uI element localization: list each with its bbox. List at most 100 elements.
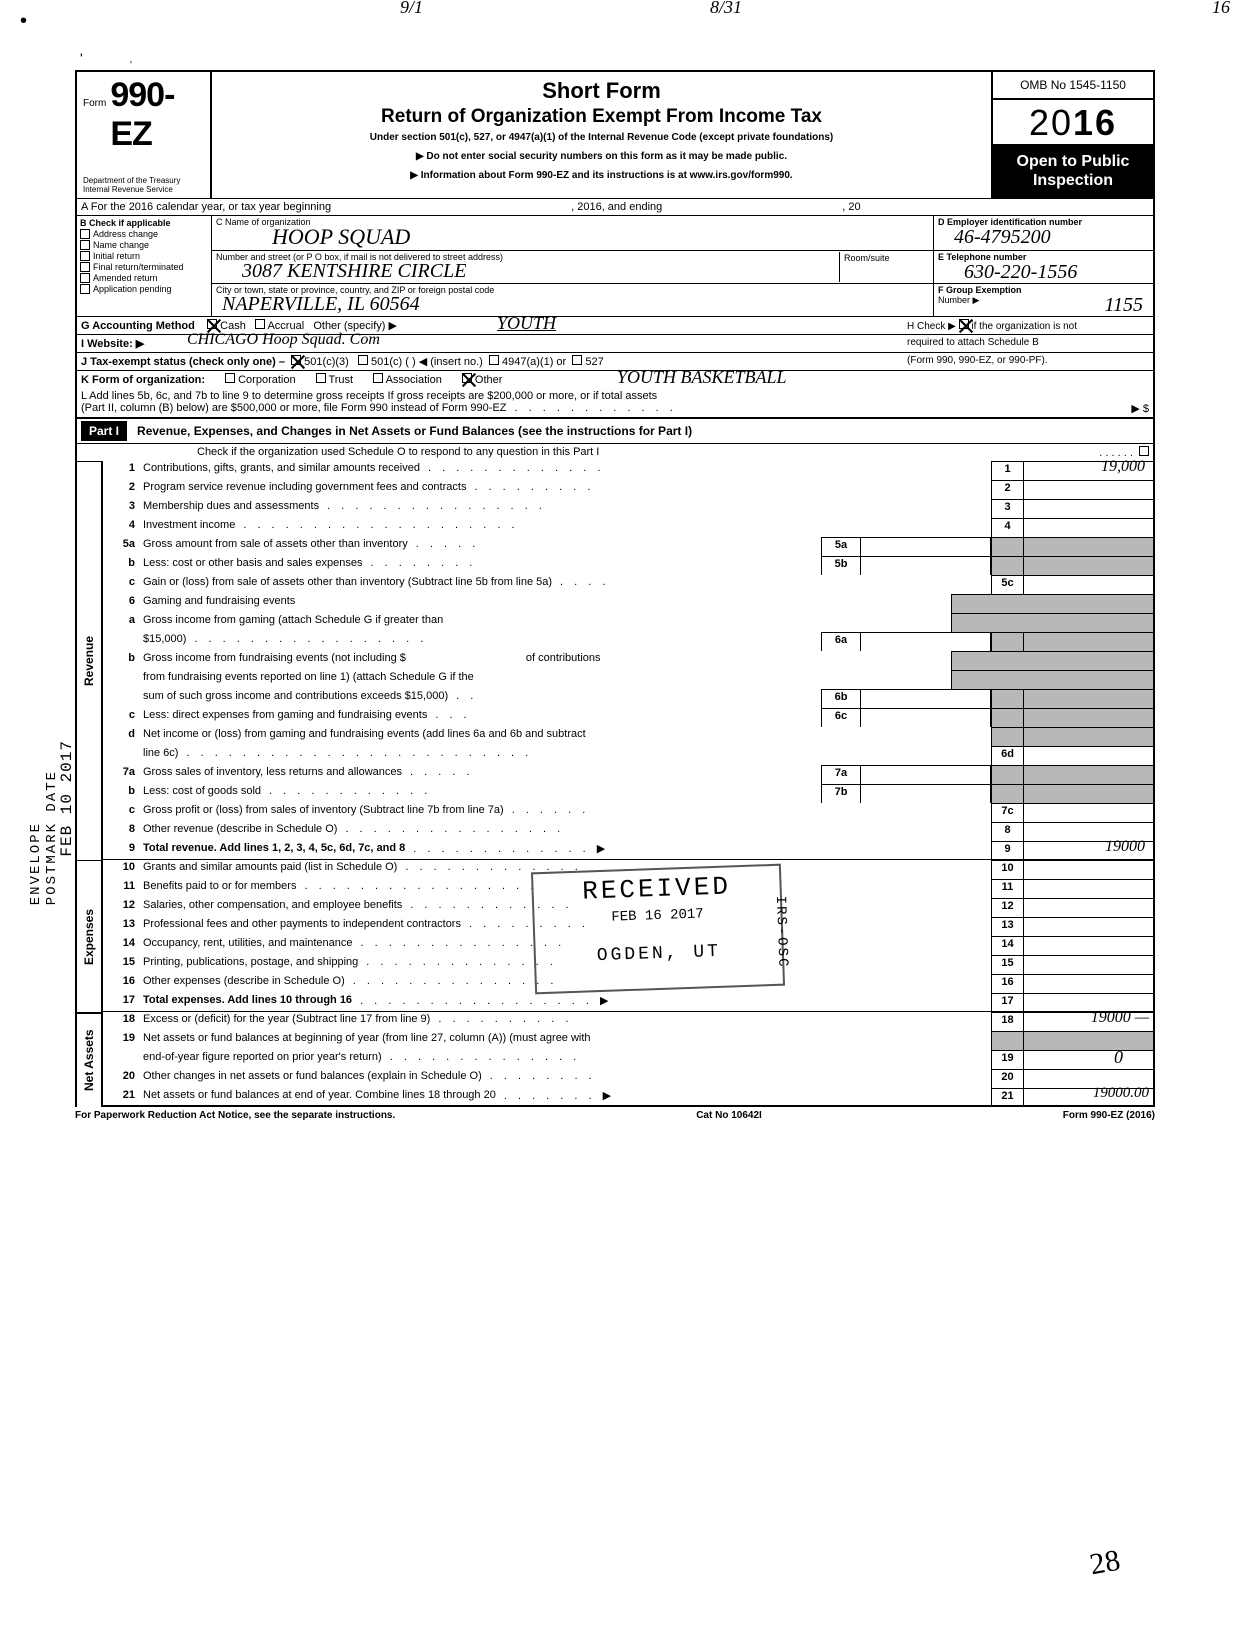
chk-label: Address change: [93, 229, 158, 239]
j-label: J Tax-exempt status (check only one) –: [81, 356, 285, 368]
line-desc: Benefits paid to or for members: [143, 880, 296, 897]
rt-num: 17: [991, 993, 1023, 1011]
checkbox-527[interactable]: [572, 355, 582, 365]
checkbox-trust[interactable]: [316, 373, 326, 383]
rt-num: 19: [991, 1050, 1023, 1069]
header: Form 990-EZ Department of the Treasury I…: [75, 70, 1155, 198]
checkbox-501c[interactable]: [358, 355, 368, 365]
checkbox-assoc[interactable]: [373, 373, 383, 383]
l-arrow: ▶ $: [1131, 402, 1149, 415]
net-assets-section: Net Assets 18Excess or (deficit) for the…: [75, 1012, 1155, 1107]
j-b: 501(c) (: [371, 356, 409, 368]
section-bcd: B Check if applicable Address change Nam…: [75, 216, 1155, 317]
k-label: K Form of organization:: [81, 374, 205, 386]
checkbox-accrual[interactable]: [255, 319, 265, 329]
rt-num: 15: [991, 955, 1023, 974]
hand-year: 16: [1212, 0, 1230, 18]
page-mark: •: [20, 10, 27, 33]
j-d: 4947(a)(1) or: [502, 356, 566, 368]
row-i: I Website: ▶ CHICAGO Hoop Squad. Com req…: [75, 335, 1155, 353]
checkbox-amended[interactable]: [80, 273, 90, 283]
line-num: a: [103, 613, 141, 632]
line-num: b: [103, 651, 141, 670]
ein-box: D Employer identification number 46-4795…: [933, 216, 1153, 250]
rt-num: 16: [991, 974, 1023, 993]
form-prefix: Form: [83, 98, 106, 109]
dept-line: Internal Revenue Service: [83, 186, 204, 195]
rt-num: 9: [991, 841, 1023, 859]
line-desc: Net assets or fund balances at end of ye…: [143, 1089, 496, 1104]
rt-num: 13: [991, 917, 1023, 936]
line-desc: Investment income: [143, 519, 235, 536]
hand-org-type: YOUTH BASKETBALL: [617, 367, 787, 388]
checkbox-other[interactable]: [462, 373, 472, 383]
h-text4: (Form 990, 990-EZ, or 990-PF).: [903, 353, 1153, 370]
checkbox-corp[interactable]: [225, 373, 235, 383]
line-desc: Gross income from gaming (attach Schedul…: [143, 614, 443, 631]
g-label: G Accounting Method: [81, 320, 195, 332]
line-desc: Less: direct expenses from gaming and fu…: [143, 709, 427, 726]
hand-val: 19000: [1105, 838, 1145, 856]
line-desc: Printing, publications, postage, and shi…: [143, 956, 358, 973]
line-num: 2: [103, 480, 141, 499]
form-number: 990-EZ: [110, 76, 204, 154]
line-desc: Less: cost of goods sold: [143, 785, 261, 802]
row-a-label: A For the 2016 calendar year, or tax yea…: [81, 201, 331, 213]
checkbox-pending[interactable]: [80, 284, 90, 294]
line-desc: Net income or (loss) from gaming and fun…: [143, 728, 586, 745]
line-num: d: [103, 727, 141, 746]
year-prefix: 20: [1029, 102, 1073, 143]
line-num: 14: [103, 936, 141, 955]
mid-box: 6c: [821, 708, 861, 727]
checkbox-501c3[interactable]: [291, 355, 301, 365]
line-desc: Program service revenue including govern…: [143, 481, 466, 498]
line-desc: Other changes in net assets or fund bala…: [143, 1070, 482, 1087]
subtitle: Under section 501(c), 527, or 4947(a)(1)…: [222, 132, 981, 143]
checkbox-h[interactable]: [959, 319, 969, 329]
line-desc: Gross amount from sale of assets other t…: [143, 538, 408, 555]
line-desc: Gross profit or (loss) from sales of inv…: [143, 804, 504, 821]
hand-val: 19,000: [1101, 458, 1145, 476]
checkbox-name[interactable]: [80, 240, 90, 250]
row-k: K Form of organization: Corporation Trus…: [75, 371, 1155, 388]
line-desc: Excess or (deficit) for the year (Subtra…: [143, 1013, 430, 1030]
postmark-line: ENVELOPE: [28, 770, 44, 905]
checkbox-initial[interactable]: [80, 251, 90, 261]
line-num: 16: [103, 974, 141, 993]
mid-box: 5a: [821, 537, 861, 556]
revenue-section: Revenue 1Contributions, gifts, grants, a…: [75, 461, 1155, 860]
hand-val: 19000 —: [1091, 1009, 1149, 1027]
rt-num: 18: [991, 1012, 1023, 1031]
checkbox-address[interactable]: [80, 229, 90, 239]
i-label: I Website: ▶: [81, 338, 144, 350]
row-a: A For the 2016 calendar year, or tax yea…: [75, 198, 1155, 216]
title-cell: Short Form Return of Organization Exempt…: [212, 72, 993, 198]
line-num: b: [103, 784, 141, 803]
line-num: 4: [103, 518, 141, 537]
line-num: 6: [103, 594, 141, 613]
footer: For Paperwork Reduction Act Notice, see …: [75, 1107, 1155, 1121]
row-a-mid: , 2016, and ending: [571, 201, 662, 213]
h-text3: required to attach Schedule B: [903, 335, 1153, 352]
rt-num: 1: [991, 461, 1023, 480]
line-desc: Total expenses. Add lines 10 through 16: [143, 994, 352, 1006]
line-num: 9: [103, 841, 141, 859]
line-num: 18: [103, 1012, 141, 1031]
checkbox-4947[interactable]: [489, 355, 499, 365]
notice: ▶ Do not enter social security numbers o…: [222, 151, 981, 162]
line-num: 8: [103, 822, 141, 841]
irs-stamp: IRS-OSC: [772, 896, 791, 969]
footer-right: Form 990-EZ (2016): [1063, 1110, 1155, 1121]
received-stamp: RECEIVED: [541, 870, 772, 908]
col-b-head: B Check if applicable: [80, 218, 208, 228]
checkbox-cash[interactable]: [207, 319, 217, 329]
checkbox-schedule-o[interactable]: [1139, 446, 1149, 456]
checkbox-final[interactable]: [80, 262, 90, 272]
rt-num: 3: [991, 499, 1023, 518]
line-num: 20: [103, 1069, 141, 1088]
hand-city: NAPERVILLE, IL 60564: [222, 293, 420, 316]
hand-val: 19000.00: [1093, 1085, 1149, 1102]
line-num: 7a: [103, 765, 141, 784]
line-desc: Gaming and fundraising events: [143, 595, 295, 612]
l-line2: (Part II, column (B) below) are $500,000…: [81, 402, 507, 415]
